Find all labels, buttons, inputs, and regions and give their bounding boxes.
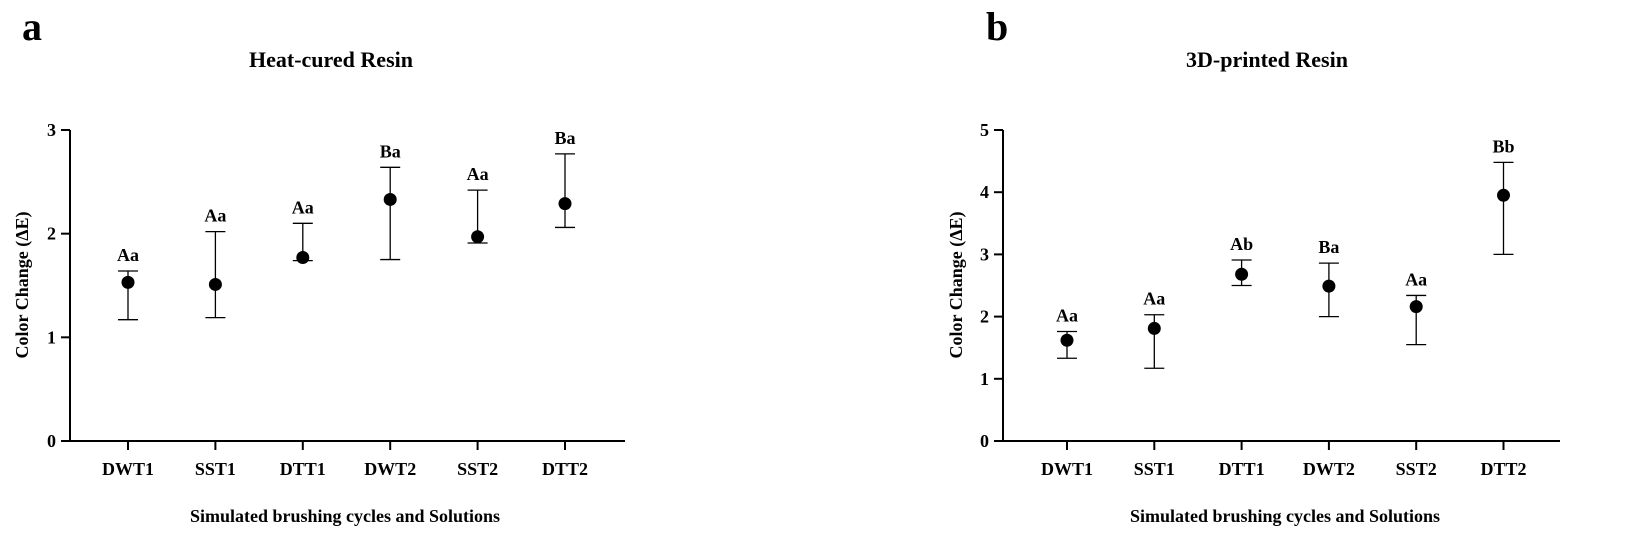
data-point [121, 275, 135, 289]
y-tick-label: 3 [980, 244, 989, 264]
significance-label: Aa [1143, 289, 1165, 309]
y-tick-label: 2 [47, 224, 56, 244]
significance-label: Ba [1318, 237, 1339, 257]
panel-letter: b [986, 4, 1008, 49]
panel-letter: a [22, 4, 42, 49]
data-point [1322, 279, 1336, 293]
x-tick-label: DTT2 [542, 459, 588, 479]
data-point [296, 251, 310, 265]
x-tick-label: DTT1 [1219, 459, 1265, 479]
y-tick-label: 1 [47, 327, 56, 347]
x-tick-label: SST1 [195, 459, 236, 479]
x-tick-label: DWT2 [364, 459, 416, 479]
significance-label: Aa [117, 245, 139, 265]
x-tick-label: SST2 [1396, 459, 1437, 479]
significance-label: Ba [554, 128, 575, 148]
chart-title: Heat-cured Resin [249, 47, 413, 72]
plot-area: 0 1 2 3 4 5 DWT1 Aa SST1 Aa DTT1 Ab DWT2 Ba SST2 Aa DTT2… [980, 120, 1560, 479]
x-tick-label: DWT2 [1303, 459, 1355, 479]
y-tick-label: 3 [47, 120, 56, 140]
significance-label: Aa [1056, 306, 1078, 326]
x-tick-label: DWT1 [1041, 459, 1093, 479]
y-tick-label: 0 [47, 431, 56, 451]
data-point [1497, 188, 1510, 202]
significance-label: Aa [292, 197, 314, 217]
x-tick-label: DTT2 [1480, 459, 1526, 479]
chart-panel-a: a Heat-cured Resin Simulated brushing cy… [12, 4, 625, 526]
x-axis-label: Simulated brushing cycles and Solutions [1130, 506, 1440, 526]
y-tick-label: 5 [980, 120, 989, 140]
data-point [208, 277, 222, 291]
significance-label: Bb [1492, 136, 1514, 156]
data-point [1060, 333, 1074, 347]
data-point [383, 192, 397, 206]
y-tick-label: 1 [980, 369, 989, 389]
significance-label: Aa [467, 164, 489, 184]
x-tick-label: SST2 [457, 459, 498, 479]
chart-title: 3D-printed Resin [1186, 47, 1348, 72]
x-tick-label: DWT1 [102, 459, 154, 479]
data-point [1409, 300, 1423, 314]
x-tick-label: DTT1 [280, 459, 326, 479]
plot-area: 0 1 2 3 DWT1 Aa SST1 Aa DTT1 Aa DWT2 Ba SST2 Aa DTT2 Ba [47, 120, 625, 479]
y-axis-label: Color Change (ΔE) [12, 212, 33, 359]
significance-label: Aa [1405, 269, 1427, 289]
significance-label: Aa [204, 206, 226, 226]
chart-panel-b: b 3D-printed Resin Simulated brushing cy… [946, 4, 1560, 526]
x-tick-label: SST1 [1134, 459, 1175, 479]
y-tick-label: 4 [980, 182, 989, 202]
y-tick-label: 2 [980, 307, 989, 327]
data-point [558, 197, 572, 211]
x-axis-label: Simulated brushing cycles and Solutions [190, 506, 500, 526]
data-point [1235, 267, 1249, 281]
data-point [1147, 321, 1161, 335]
y-tick-label: 0 [980, 431, 989, 451]
y-axis-label: Color Change (ΔE) [946, 212, 967, 359]
data-point [471, 230, 485, 244]
significance-label: Ab [1230, 234, 1253, 254]
significance-label: Ba [380, 141, 401, 161]
